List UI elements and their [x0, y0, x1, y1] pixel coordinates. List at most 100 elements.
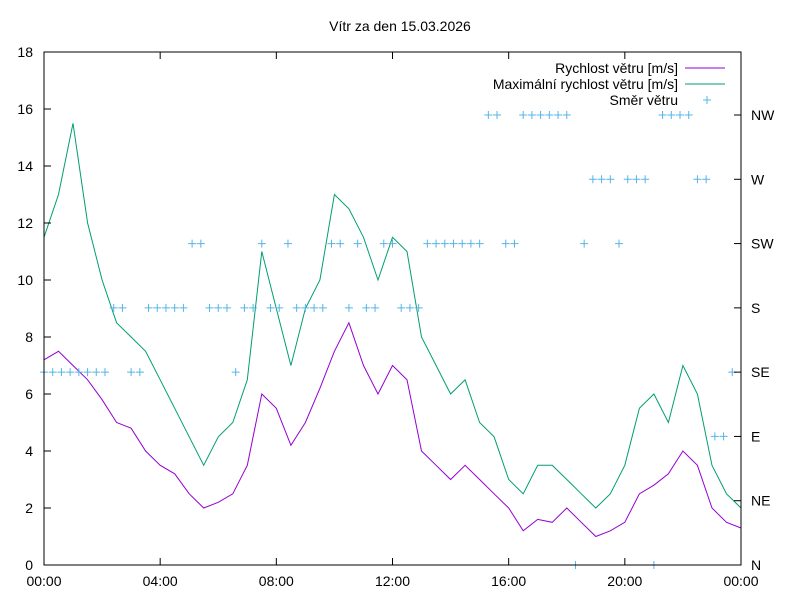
- wind-direction-point: [388, 239, 397, 248]
- x-tick-label: 08:00: [259, 573, 294, 589]
- wind-direction-point: [432, 239, 441, 248]
- wind-direction-point: [100, 368, 109, 377]
- wind-direction-point: [257, 239, 266, 248]
- x-tick-label: 00:00: [26, 573, 61, 589]
- y2-tick-label: W: [751, 171, 765, 187]
- y-tick-label: 4: [25, 443, 33, 459]
- wind-direction-point: [597, 175, 606, 184]
- wind-direction-point: [493, 111, 502, 119]
- wind-gust-line: [43, 123, 742, 509]
- wind-direction-point: [658, 111, 667, 119]
- wind-direction-point: [606, 175, 615, 184]
- wind-direction-point: [222, 303, 231, 312]
- wind-direction-point: [283, 239, 292, 248]
- y2-tick-label: N: [751, 557, 761, 573]
- wind-direction-point: [667, 111, 676, 119]
- x-tick-label: 12:00: [375, 573, 410, 589]
- wind-direction-point: [545, 111, 554, 119]
- wind-direction-point: [266, 303, 275, 312]
- legend-label: Maximální rychlost větru [m/s]: [493, 76, 678, 92]
- y-tick-label: 14: [17, 158, 33, 174]
- y2-tick-label: E: [751, 428, 760, 444]
- wind-direction-point: [344, 303, 353, 312]
- wind-direction-point: [719, 432, 728, 441]
- wind-direction-point: [161, 303, 170, 312]
- wind-direction-point: [353, 239, 362, 248]
- wind-direction-point: [676, 111, 685, 119]
- wind-direction-point: [48, 368, 57, 377]
- wind-direction-point: [397, 303, 406, 312]
- wind-direction-point: [57, 368, 66, 377]
- wind-direction-point: [414, 303, 423, 312]
- wind-direction-point: [310, 303, 319, 312]
- wind-direction-point: [135, 368, 144, 377]
- y-tick-label: 2: [25, 500, 33, 516]
- wind-direction-point: [684, 111, 693, 119]
- x-tick-label: 00:00: [723, 573, 758, 589]
- wind-direction-point: [231, 368, 240, 377]
- wind-direction-point: [66, 368, 75, 377]
- wind-direction-point: [519, 111, 528, 119]
- y-tick-label: 0: [25, 557, 33, 573]
- y2-tick-label: NW: [751, 107, 775, 123]
- wind-speed-line: [43, 321, 742, 538]
- wind-direction-point: [118, 303, 127, 312]
- wind-direction-point: [144, 303, 153, 312]
- wind-direction-point: [510, 239, 519, 248]
- wind-direction-point: [318, 303, 327, 312]
- legend-swatch-direction: [703, 96, 711, 104]
- wind-direction-point: [292, 303, 301, 312]
- wind-direction-point: [249, 303, 258, 312]
- wind-direction-point: [554, 111, 563, 119]
- wind-direction-point: [371, 303, 380, 312]
- wind-direction-point: [641, 175, 650, 184]
- wind-direction-point: [501, 239, 510, 248]
- wind-direction-point: [702, 175, 711, 184]
- wind-direction-point: [632, 175, 641, 184]
- wind-direction-point: [240, 303, 249, 312]
- wind-direction-point: [536, 111, 545, 119]
- y2-tick-label: SE: [751, 364, 770, 380]
- wind-direction-point: [466, 239, 475, 248]
- wind-direction-point: [379, 239, 388, 248]
- chart-title: Vítr za den 15.03.2026: [329, 18, 471, 34]
- wind-direction-point: [440, 239, 449, 248]
- y2-tick-label: NE: [751, 493, 770, 509]
- wind-direction-point: [92, 368, 101, 377]
- wind-direction-point: [580, 239, 589, 248]
- wind-direction-point: [109, 303, 118, 312]
- wind-direction-point: [336, 239, 345, 248]
- wind-direction-point: [449, 239, 458, 248]
- legend-label: Rychlost větru [m/s]: [555, 60, 678, 76]
- wind-direction-point: [475, 239, 484, 248]
- y-tick-label: 10: [17, 272, 33, 288]
- y-tick-label: 16: [17, 101, 33, 117]
- wind-direction-point: [327, 239, 336, 248]
- legend-label: Směr větru: [610, 92, 678, 108]
- wind-direction-point: [362, 303, 371, 312]
- wind-direction-point: [214, 303, 223, 312]
- wind-direction-point: [588, 175, 597, 184]
- wind-direction-point: [693, 175, 702, 184]
- y2-tick-label: S: [751, 300, 760, 316]
- x-tick-label: 16:00: [491, 573, 526, 589]
- wind-direction-point: [188, 239, 197, 248]
- wind-direction-point: [527, 111, 536, 119]
- wind-direction-point: [615, 239, 624, 248]
- wind-direction-point: [562, 111, 571, 119]
- wind-direction-point: [275, 303, 284, 312]
- wind-direction-point: [623, 175, 632, 184]
- wind-direction-point: [301, 303, 310, 312]
- plot-lines: [40, 111, 742, 569]
- wind-direction-point: [205, 303, 214, 312]
- y-tick-label: 6: [25, 386, 33, 402]
- wind-direction-point: [127, 368, 136, 377]
- y-tick-label: 18: [17, 44, 33, 60]
- wind-direction-point: [83, 368, 92, 377]
- wind-direction-point: [153, 303, 162, 312]
- wind-direction-point: [484, 111, 493, 119]
- x-tick-label: 04:00: [143, 573, 178, 589]
- wind-direction-point: [710, 432, 719, 441]
